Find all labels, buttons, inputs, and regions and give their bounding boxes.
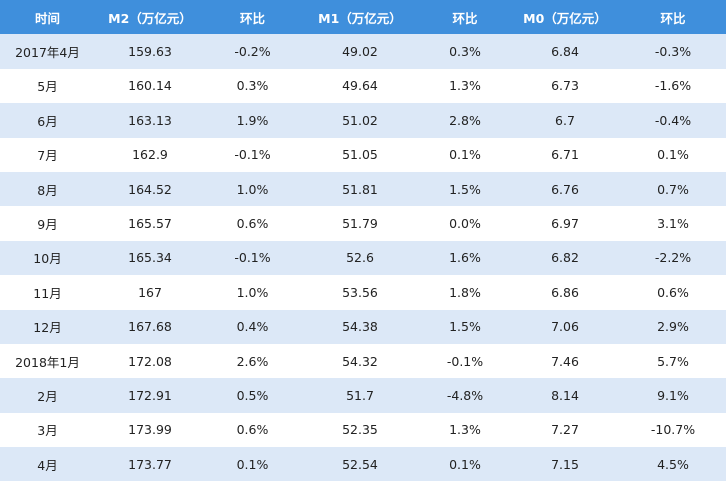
table-cell: 52.6 bbox=[300, 240, 420, 276]
table-cell: -0.4% bbox=[620, 103, 726, 138]
table-cell: 51.02 bbox=[300, 103, 420, 138]
table-cell: 1.3% bbox=[420, 68, 510, 104]
table-cell: 51.05 bbox=[300, 137, 420, 172]
table-cell: 12月 bbox=[0, 309, 95, 344]
header-cell: 时间 bbox=[0, 0, 95, 35]
table-cell: 160.14 bbox=[95, 68, 205, 104]
table-cell: 49.64 bbox=[300, 68, 420, 104]
table-cell: 1.5% bbox=[420, 171, 510, 207]
table-cell: 52.35 bbox=[300, 412, 420, 448]
header-cell: M2（万亿元） bbox=[95, 0, 205, 35]
table-cell: 0.1% bbox=[420, 447, 510, 482]
table-cell: -2.2% bbox=[620, 240, 726, 276]
header-cell: 环比 bbox=[205, 0, 300, 35]
table-cell: 7.27 bbox=[510, 412, 620, 448]
table-cell: 1.5% bbox=[420, 309, 510, 344]
table-cell: 6.84 bbox=[510, 34, 620, 69]
table-cell: 162.9 bbox=[95, 137, 205, 172]
table-cell: -1.6% bbox=[620, 68, 726, 104]
table-cell: 49.02 bbox=[300, 34, 420, 69]
table-cell: 0.1% bbox=[205, 447, 300, 482]
table-cell: 167.68 bbox=[95, 309, 205, 344]
table-cell: 0.6% bbox=[205, 206, 300, 241]
table-cell: 51.7 bbox=[300, 378, 420, 413]
table-cell: 0.7% bbox=[620, 171, 726, 207]
table-cell: 6.97 bbox=[510, 206, 620, 241]
table-cell: 53.56 bbox=[300, 275, 420, 310]
table-cell: 0.1% bbox=[420, 137, 510, 172]
table-cell: 0.6% bbox=[205, 412, 300, 448]
table-cell: 2018年1月 bbox=[0, 343, 95, 379]
table-cell: 0.0% bbox=[420, 206, 510, 241]
table-cell: 159.63 bbox=[95, 34, 205, 69]
table-cell: 165.57 bbox=[95, 206, 205, 241]
table-cell: 1.3% bbox=[420, 412, 510, 448]
table-cell: 0.3% bbox=[420, 34, 510, 69]
table-cell: 0.6% bbox=[620, 275, 726, 310]
table-cell: 4.5% bbox=[620, 447, 726, 482]
header-cell: M1（万亿元） bbox=[300, 0, 420, 35]
table-cell: 51.79 bbox=[300, 206, 420, 241]
table-cell: -0.2% bbox=[205, 34, 300, 69]
table-cell: -0.1% bbox=[205, 137, 300, 172]
table-cell: 163.13 bbox=[95, 103, 205, 138]
table-cell: 7.15 bbox=[510, 447, 620, 482]
table-cell: 0.1% bbox=[620, 137, 726, 172]
table-cell: 1.8% bbox=[420, 275, 510, 310]
table-cell: 9月 bbox=[0, 206, 95, 241]
table-cell: 0.4% bbox=[205, 309, 300, 344]
table-cell: 10月 bbox=[0, 240, 95, 276]
table-cell: -0.1% bbox=[420, 343, 510, 379]
table-cell: 2.6% bbox=[205, 343, 300, 379]
table-cell: 0.3% bbox=[205, 68, 300, 104]
table-cell: 9.1% bbox=[620, 378, 726, 413]
table-cell: 8.14 bbox=[510, 378, 620, 413]
table-cell: -0.3% bbox=[620, 34, 726, 69]
table-cell: 165.34 bbox=[95, 240, 205, 276]
table-cell: 6.73 bbox=[510, 68, 620, 104]
table-cell: 6.76 bbox=[510, 171, 620, 207]
table-cell: 54.32 bbox=[300, 343, 420, 379]
table-cell: 5月 bbox=[0, 68, 95, 104]
table-cell: 6.7 bbox=[510, 103, 620, 138]
table-cell: 6月 bbox=[0, 103, 95, 138]
table-cell: 173.99 bbox=[95, 412, 205, 448]
table-cell: -10.7% bbox=[620, 412, 726, 448]
header-cell: 环比 bbox=[420, 0, 510, 35]
table-cell: 2017年4月 bbox=[0, 34, 95, 69]
header-cell: 环比 bbox=[620, 0, 726, 35]
table-cell: 51.81 bbox=[300, 171, 420, 207]
table-cell: 0.5% bbox=[205, 378, 300, 413]
table-cell: -4.8% bbox=[420, 378, 510, 413]
table-cell: 5.7% bbox=[620, 343, 726, 379]
table-cell: 6.82 bbox=[510, 240, 620, 276]
table-cell: 7.06 bbox=[510, 309, 620, 344]
table-cell: -0.1% bbox=[205, 240, 300, 276]
table-cell: 3月 bbox=[0, 412, 95, 448]
table-cell: 6.86 bbox=[510, 275, 620, 310]
table-cell: 4月 bbox=[0, 447, 95, 482]
table-cell: 164.52 bbox=[95, 171, 205, 207]
table-cell: 11月 bbox=[0, 275, 95, 310]
table-cell: 1.0% bbox=[205, 171, 300, 207]
table-cell: 2.9% bbox=[620, 309, 726, 344]
table-cell: 54.38 bbox=[300, 309, 420, 344]
table-cell: 172.08 bbox=[95, 343, 205, 379]
table-cell: 6.71 bbox=[510, 137, 620, 172]
table-cell: 1.9% bbox=[205, 103, 300, 138]
table-cell: 172.91 bbox=[95, 378, 205, 413]
header-cell: M0（万亿元） bbox=[510, 0, 620, 35]
table-cell: 3.1% bbox=[620, 206, 726, 241]
table-cell: 52.54 bbox=[300, 447, 420, 482]
table-cell: 1.6% bbox=[420, 240, 510, 276]
table-cell: 7.46 bbox=[510, 343, 620, 379]
table-cell: 167 bbox=[95, 275, 205, 310]
table-cell: 8月 bbox=[0, 171, 95, 207]
table-cell: 2.8% bbox=[420, 103, 510, 138]
table-cell: 7月 bbox=[0, 137, 95, 172]
table-cell: 1.0% bbox=[205, 275, 300, 310]
table-cell: 2月 bbox=[0, 378, 95, 413]
table-cell: 173.77 bbox=[95, 447, 205, 482]
